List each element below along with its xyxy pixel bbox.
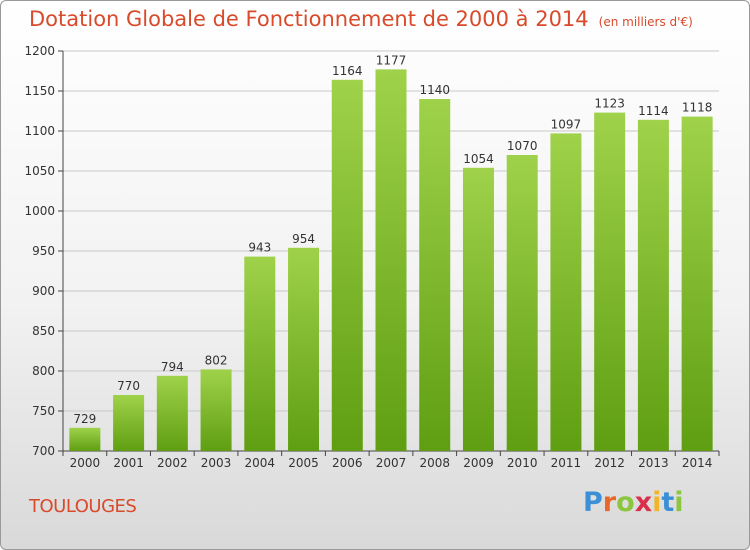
- x-tick-label: 2012: [594, 456, 625, 470]
- y-tick-label: 950: [32, 244, 55, 258]
- data-label: 954: [292, 232, 315, 246]
- bar: [156, 375, 188, 451]
- logo-letter: x: [634, 487, 653, 518]
- logo-letter: o: [616, 487, 635, 518]
- bar: [113, 395, 145, 451]
- commune-name: TOULOUGES: [29, 496, 137, 517]
- data-label: 1140: [419, 83, 450, 97]
- data-label: 1123: [594, 97, 625, 111]
- y-tick-label: 700: [32, 444, 55, 458]
- data-label: 1114: [638, 104, 669, 118]
- bar: [550, 133, 582, 451]
- data-label: 1177: [376, 53, 407, 67]
- chart-unit: (en milliers d'€): [598, 15, 693, 29]
- data-label: 1097: [551, 117, 582, 131]
- x-tick-label: 2003: [201, 456, 232, 470]
- x-tick-label: 2011: [551, 456, 582, 470]
- data-label: 943: [248, 241, 271, 255]
- bar: [375, 69, 407, 452]
- bar: [506, 155, 538, 451]
- logo-letter: P: [583, 487, 603, 518]
- x-tick-label: 2002: [157, 456, 188, 470]
- bar: [244, 256, 276, 451]
- data-label: 1118: [682, 101, 713, 115]
- logo-letter: i: [652, 487, 662, 518]
- x-tick-label: 2006: [332, 456, 363, 470]
- data-label: 794: [161, 360, 184, 374]
- x-tick-label: 2013: [638, 456, 669, 470]
- chart-title-line: Dotation Globale de Fonctionnement de 20…: [29, 7, 693, 31]
- y-tick-label: 1050: [24, 164, 55, 178]
- data-label: 729: [73, 412, 96, 426]
- y-tick-label: 1150: [24, 84, 55, 98]
- bar: [331, 79, 363, 452]
- logo-letter: r: [602, 487, 617, 518]
- y-tick-label: 1200: [24, 44, 55, 58]
- data-label: 1164: [332, 64, 363, 78]
- chart-title: Dotation Globale de Fonctionnement de 20…: [29, 7, 589, 31]
- bar: [200, 369, 232, 451]
- x-tick-label: 2005: [288, 456, 319, 470]
- x-tick-label: 2000: [70, 456, 101, 470]
- x-tick-label: 2001: [113, 456, 144, 470]
- y-tick-label: 900: [32, 284, 55, 298]
- bar: [681, 116, 713, 451]
- x-tick-label: 2004: [245, 456, 276, 470]
- bar: [288, 247, 320, 451]
- data-label: 1070: [507, 139, 538, 153]
- logo-letter: t: [661, 487, 675, 518]
- bar: [69, 427, 101, 451]
- y-tick-label: 850: [32, 324, 55, 338]
- x-tick-label: 2010: [507, 456, 538, 470]
- y-tick-label: 800: [32, 364, 55, 378]
- logo-letter: i: [674, 487, 684, 518]
- data-label: 770: [117, 379, 140, 393]
- bar: [637, 119, 669, 452]
- x-tick-label: 2008: [419, 456, 450, 470]
- bar: [419, 99, 451, 451]
- x-tick-label: 2007: [376, 456, 407, 470]
- x-tick-label: 2009: [463, 456, 494, 470]
- data-label: 802: [205, 353, 228, 367]
- x-tick-label: 2014: [682, 456, 713, 470]
- data-label: 1054: [463, 152, 494, 166]
- proxiti-logo: Proxiti: [583, 487, 684, 518]
- bar: [594, 112, 626, 451]
- y-tick-label: 1100: [24, 124, 55, 138]
- bar: [462, 167, 494, 452]
- y-tick-label: 1000: [24, 204, 55, 218]
- y-tick-label: 750: [32, 404, 55, 418]
